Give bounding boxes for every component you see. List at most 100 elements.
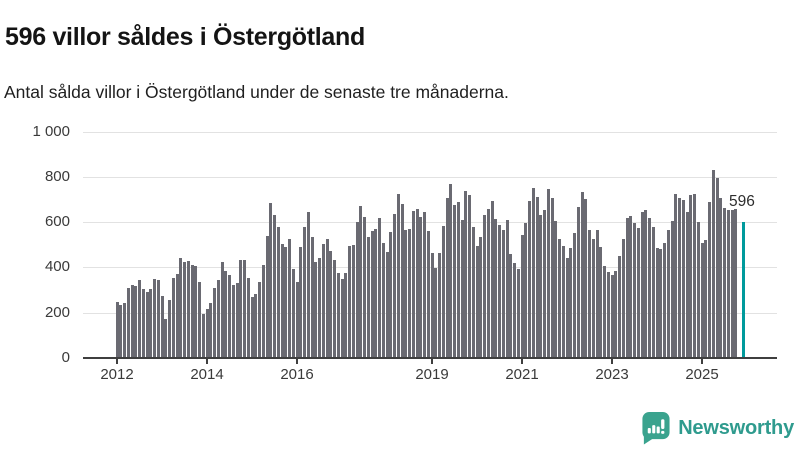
bar: [213, 287, 216, 357]
bar: [220, 261, 224, 357]
bar: [531, 188, 535, 357]
bar: [115, 301, 119, 357]
bar: [546, 189, 550, 357]
chart-subtitle: Antal sålda villor i Östergötland under …: [4, 82, 509, 102]
bar: [171, 277, 175, 357]
bar: [659, 249, 663, 357]
x-axis-tick: [116, 359, 118, 364]
bar: [269, 202, 273, 357]
bar: [314, 261, 318, 357]
bar: [441, 226, 445, 357]
bar: [411, 210, 415, 357]
y-gridline: [83, 222, 777, 224]
bar: [723, 207, 726, 357]
bar: [625, 218, 629, 357]
bar: [205, 309, 209, 357]
bar: [528, 200, 531, 357]
bar: [524, 223, 528, 357]
bar: [370, 231, 374, 357]
bar: [329, 250, 333, 357]
bar: [400, 204, 404, 357]
bar: [355, 222, 359, 357]
bar: [153, 278, 156, 357]
bar: [325, 239, 329, 357]
bar: [610, 275, 614, 357]
bar: [674, 193, 678, 357]
bar: [194, 266, 198, 357]
bar: [460, 219, 464, 357]
bar: [550, 198, 554, 357]
bar: [239, 259, 243, 357]
bar: [201, 313, 205, 357]
bar: [539, 215, 543, 357]
bar: [374, 229, 378, 357]
bar: [198, 282, 201, 357]
bar: [160, 295, 164, 357]
bar: [250, 296, 254, 357]
bar: [711, 170, 715, 357]
bar-series: [115, 131, 746, 357]
bar: [423, 212, 426, 357]
y-gridline: [83, 312, 777, 314]
x-axis-tick: [701, 359, 703, 364]
y-axis-tick-label: 400: [44, 258, 70, 276]
bar: [138, 280, 141, 357]
bar: [126, 287, 130, 357]
x-axis-tick-label: 2014: [190, 366, 224, 383]
bar: [179, 258, 183, 357]
bar: [565, 258, 569, 357]
y-axis-tick-label: 1 000: [32, 122, 70, 140]
bar: [336, 273, 340, 357]
bar: [681, 199, 685, 357]
bar: [288, 239, 291, 357]
bar: [408, 229, 411, 357]
y-axis-tick-label: 200: [44, 303, 70, 321]
brand-footer: Newsworthy: [640, 411, 794, 445]
bar: [318, 258, 321, 357]
y-gridline: [83, 176, 777, 178]
bar: [486, 208, 490, 357]
bar: [299, 247, 303, 357]
bar: [291, 268, 295, 357]
bar: [231, 284, 235, 357]
bar: [258, 282, 261, 357]
bar: [558, 239, 561, 357]
bar: [606, 271, 610, 357]
bar: [685, 212, 689, 357]
bar: [426, 230, 430, 357]
bar: [561, 246, 565, 357]
bar: [633, 222, 636, 357]
bar: [284, 247, 288, 357]
bar: [663, 242, 666, 357]
highlight-value-label: 596: [729, 193, 755, 210]
bar: [501, 230, 505, 357]
bar: [588, 229, 591, 357]
bar: [119, 304, 123, 357]
bar: [175, 274, 179, 357]
x-axis-line: [83, 357, 777, 359]
bar: [449, 183, 453, 357]
bar: [726, 209, 730, 357]
bar: [134, 285, 138, 357]
bar: [520, 234, 524, 357]
bar: [141, 289, 145, 357]
bar-highlight-current-period: [741, 222, 745, 357]
bar: [693, 193, 696, 357]
bar: [509, 253, 513, 357]
bar: [494, 218, 498, 357]
bar: [310, 236, 314, 357]
bar: [276, 226, 280, 357]
brand-name: Newsworthy: [678, 416, 794, 439]
bar: [704, 240, 708, 357]
y-axis-tick-label: 800: [44, 167, 70, 185]
bar: [471, 226, 475, 357]
bar: [734, 208, 738, 357]
bar: [670, 221, 674, 357]
bar: [490, 200, 494, 357]
newsworthy-logo-icon: [642, 412, 670, 445]
bar: [629, 215, 633, 357]
bar: [591, 239, 595, 357]
bar: [164, 318, 168, 357]
bar: [640, 211, 644, 357]
bar: [303, 226, 306, 357]
